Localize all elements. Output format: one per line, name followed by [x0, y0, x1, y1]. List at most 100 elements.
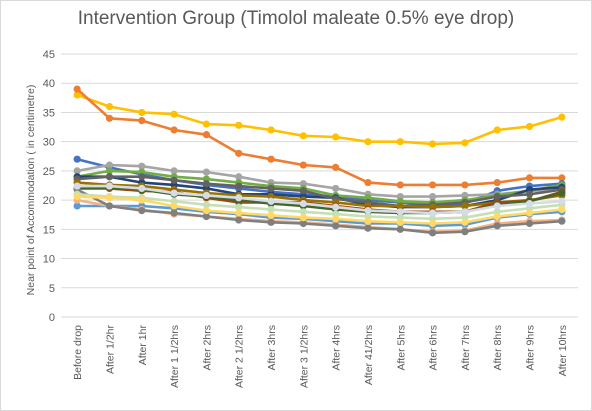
data-point: [428, 209, 437, 217]
data-point: [461, 208, 469, 216]
data-point: [428, 193, 437, 201]
data-point: [105, 182, 114, 190]
data-point: [332, 222, 340, 230]
series-7: [73, 173, 566, 210]
data-point: [73, 202, 81, 210]
data-point: [267, 211, 275, 219]
data-point: [396, 138, 404, 146]
data-point: [202, 201, 211, 209]
x-tick-label: After 1 1/2hrs: [169, 325, 181, 388]
data-point: [525, 209, 534, 217]
data-point: [493, 202, 501, 210]
data-point: [170, 167, 178, 175]
data-point: [267, 155, 275, 163]
y-tick-label: 30: [43, 137, 55, 149]
y-tick-label: 0: [49, 312, 55, 324]
data-point: [170, 209, 178, 217]
series-line: [75, 204, 564, 228]
data-point: [332, 203, 340, 211]
y-tick-label: 10: [43, 254, 55, 266]
data-point: [202, 168, 211, 176]
data-point: [525, 174, 534, 182]
data-point: [138, 108, 146, 117]
y-tick-label: 15: [43, 224, 55, 236]
data-point: [428, 181, 437, 189]
data-point: [525, 122, 534, 131]
series-line: [75, 184, 564, 215]
data-point: [493, 178, 501, 187]
data-point: [396, 218, 404, 226]
x-tick-label: After 3 1/2hrs: [298, 325, 310, 388]
data-point: [105, 202, 114, 210]
data-point: [267, 126, 275, 134]
data-point: [299, 214, 307, 222]
data-point: [138, 184, 146, 193]
data-point: [364, 207, 372, 215]
data-point: [558, 174, 566, 182]
data-point: [428, 140, 437, 148]
data-point: [73, 193, 81, 201]
series-line: [75, 175, 564, 208]
data-point: [235, 182, 243, 190]
series-line: [75, 181, 564, 209]
series-lines: [73, 85, 566, 237]
x-tick-label: After 2 1/2hrs: [234, 325, 246, 388]
series-2: [73, 85, 566, 189]
data-point: [138, 196, 146, 204]
data-point: [558, 205, 566, 214]
series-16: [73, 182, 566, 217]
y-axis-ticks: 0 5 10 15 20 25 30 35 40 45: [43, 49, 55, 324]
data-point: [364, 217, 372, 225]
data-point: [332, 133, 340, 141]
data-point: [235, 203, 243, 211]
data-point: [235, 216, 243, 224]
x-tick-label: After 4hrs: [331, 325, 343, 371]
data-point: [558, 197, 566, 205]
x-tick-label: After 10hrs: [557, 325, 569, 376]
data-point: [396, 181, 404, 189]
data-point: [105, 167, 114, 175]
data-point: [202, 207, 211, 215]
data-point: [267, 218, 275, 226]
x-tick-label: After 41/2hrs: [363, 325, 375, 385]
series-line: [75, 169, 564, 204]
x-tick-label: After 1/2hr: [104, 325, 116, 375]
y-axis-label: Near point of Accommodation ( in centime…: [25, 85, 37, 296]
series-13: [73, 185, 566, 237]
data-point: [493, 193, 501, 201]
x-tick-label: After 7hrs: [460, 325, 472, 371]
data-point: [235, 194, 243, 202]
data-point: [332, 163, 340, 171]
data-point: [332, 215, 340, 223]
data-point: [428, 219, 437, 228]
data-point: [267, 184, 275, 193]
data-point: [364, 178, 372, 187]
data-point: [493, 212, 501, 221]
data-point: [299, 161, 307, 169]
data-point: [105, 173, 114, 181]
series-line: [75, 188, 564, 235]
x-tick-label: After 9hrs: [525, 325, 537, 371]
data-point: [73, 182, 81, 190]
data-point: [73, 155, 81, 163]
data-point: [105, 114, 114, 122]
data-point: [170, 189, 178, 197]
data-point: [202, 131, 211, 139]
x-axis-ticks: Before drop After 1/2hr After 1hr After 1 1…: [72, 325, 569, 389]
data-point: [105, 194, 114, 202]
data-point: [235, 173, 243, 181]
x-tick-label: After 5hrs: [395, 325, 407, 371]
series-line: [75, 87, 564, 187]
data-point: [267, 205, 275, 214]
data-point: [493, 126, 501, 134]
data-point: [202, 191, 211, 200]
data-point: [364, 138, 372, 146]
data-point: [73, 85, 81, 93]
y-tick-label: 35: [43, 107, 55, 119]
data-point: [396, 208, 404, 216]
data-point: [332, 184, 340, 193]
data-point: [138, 117, 146, 125]
y-tick-label: 25: [43, 166, 55, 178]
data-point: [138, 207, 146, 215]
